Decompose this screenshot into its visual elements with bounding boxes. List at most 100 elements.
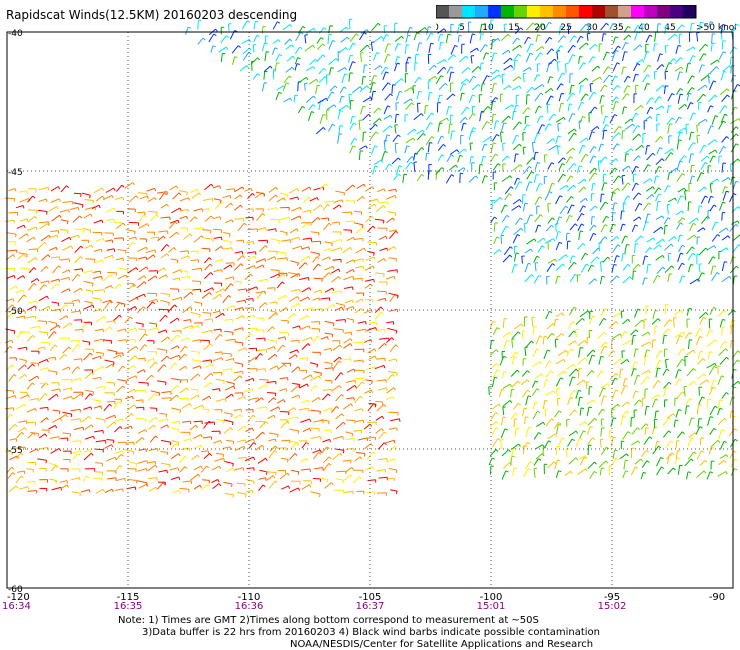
wind-barb [445,174,452,184]
wind-barb-flag [289,38,293,42]
wind-barb-flag [637,427,640,430]
wind-barb-flag [392,374,395,377]
wind-barb-flag [448,106,452,108]
wind-barb [643,64,650,73]
wind-barb [711,33,713,44]
wind-barb-flag [406,145,410,148]
wind-barb-flag [429,122,433,125]
wind-barb-flag [562,437,566,440]
wind-barb-flag [722,120,727,124]
wind-barb-flag [339,356,342,360]
wind-barb-flag [349,474,353,478]
wind-barb [566,196,572,203]
wind-barb [367,479,376,482]
wind-barb-flag [657,367,661,370]
wind-barb [355,298,363,304]
wind-barb-flag [580,407,585,409]
wind-barb-flag [484,143,488,146]
wind-barb-flag [264,302,268,306]
wind-barb-flag [102,366,105,370]
wind-barb [335,394,342,402]
lon-tick-label: -105 [359,592,382,603]
wind-barb-flag [737,220,740,224]
wind-barb [555,275,559,284]
wind-barb [301,468,311,471]
wind-barb-flag [340,247,343,251]
wind-barb [105,414,115,420]
time-label: 15:01 [477,601,506,612]
wind-barb-flag [548,360,552,363]
wind-barb [59,480,68,483]
wind-barb-flag [135,236,137,241]
wind-barb [631,224,636,232]
wind-barb-flag [264,82,268,84]
wind-barb-flag [440,75,444,78]
wind-barb [532,326,535,335]
wind-barb-flag [646,405,650,408]
wind-barb [652,445,659,455]
map-title: Rapidscat Winds(12.5KM) 20160203 descend… [6,8,298,22]
wind-barb [588,131,593,140]
wind-barb-flag [36,448,39,452]
wind-barb [657,53,661,62]
wind-barb [633,155,639,162]
wind-barb-flag [351,299,354,304]
wind-barb [231,45,239,54]
wind-barb-flag [286,82,290,85]
wind-barb [74,328,83,331]
wind-barb [185,27,189,35]
wind-barb-flag [254,255,257,260]
wind-barb-flag [710,105,714,108]
wind-barb-flag [678,116,682,120]
wind-barb-flag [574,409,578,413]
wind-barb [382,125,391,133]
wind-barb [160,244,168,252]
wind-barb-flag [504,204,508,207]
wind-barb [632,133,640,141]
wind-barb [326,91,333,101]
wind-barb-flag [439,122,443,125]
wind-barb-flag [647,164,651,167]
wind-barb-flag [496,120,500,122]
wind-barb-flag [471,156,475,158]
wind-barb [687,201,690,212]
wind-barb [534,214,541,223]
wind-barb-flag [627,25,631,29]
wind-barb-flag [135,346,139,350]
wind-barb-flag [197,325,200,329]
wind-barb [202,479,210,481]
wind-barb [267,287,275,289]
wind-barb [334,372,342,381]
wind-barb [708,256,714,265]
wind-barb [379,247,387,252]
wind-barb [126,375,136,381]
wind-barb [389,294,396,302]
wind-barb [105,363,113,369]
wind-barb-flag [211,363,214,367]
wind-barb-flag [569,156,573,159]
wind-barb [612,45,619,55]
wind-barb-flag [486,75,490,78]
wind-barb [622,106,625,115]
wind-barb [514,181,520,190]
wind-barb-flag [31,382,35,386]
wind-barb [622,470,627,479]
wind-barb-flag [585,23,589,27]
wind-barb [684,332,690,339]
wind-barb [579,137,587,144]
wind-barb-flag [69,322,73,326]
wind-barb [557,35,564,43]
wind-barb-flag [516,427,520,430]
wind-barb [369,123,376,131]
wind-barb-flag [558,216,563,219]
wind-barb [278,331,289,334]
wind-barb [105,239,113,242]
wind-barb-flag [294,453,298,456]
wind-barb-flag [672,413,676,417]
wind-barb-flag [604,345,608,348]
wind-barb-flag [716,66,719,70]
wind-barb [488,457,493,466]
wind-barb-flag [684,104,688,107]
wind-barb [696,450,702,460]
wind-barb-flag [516,177,521,180]
